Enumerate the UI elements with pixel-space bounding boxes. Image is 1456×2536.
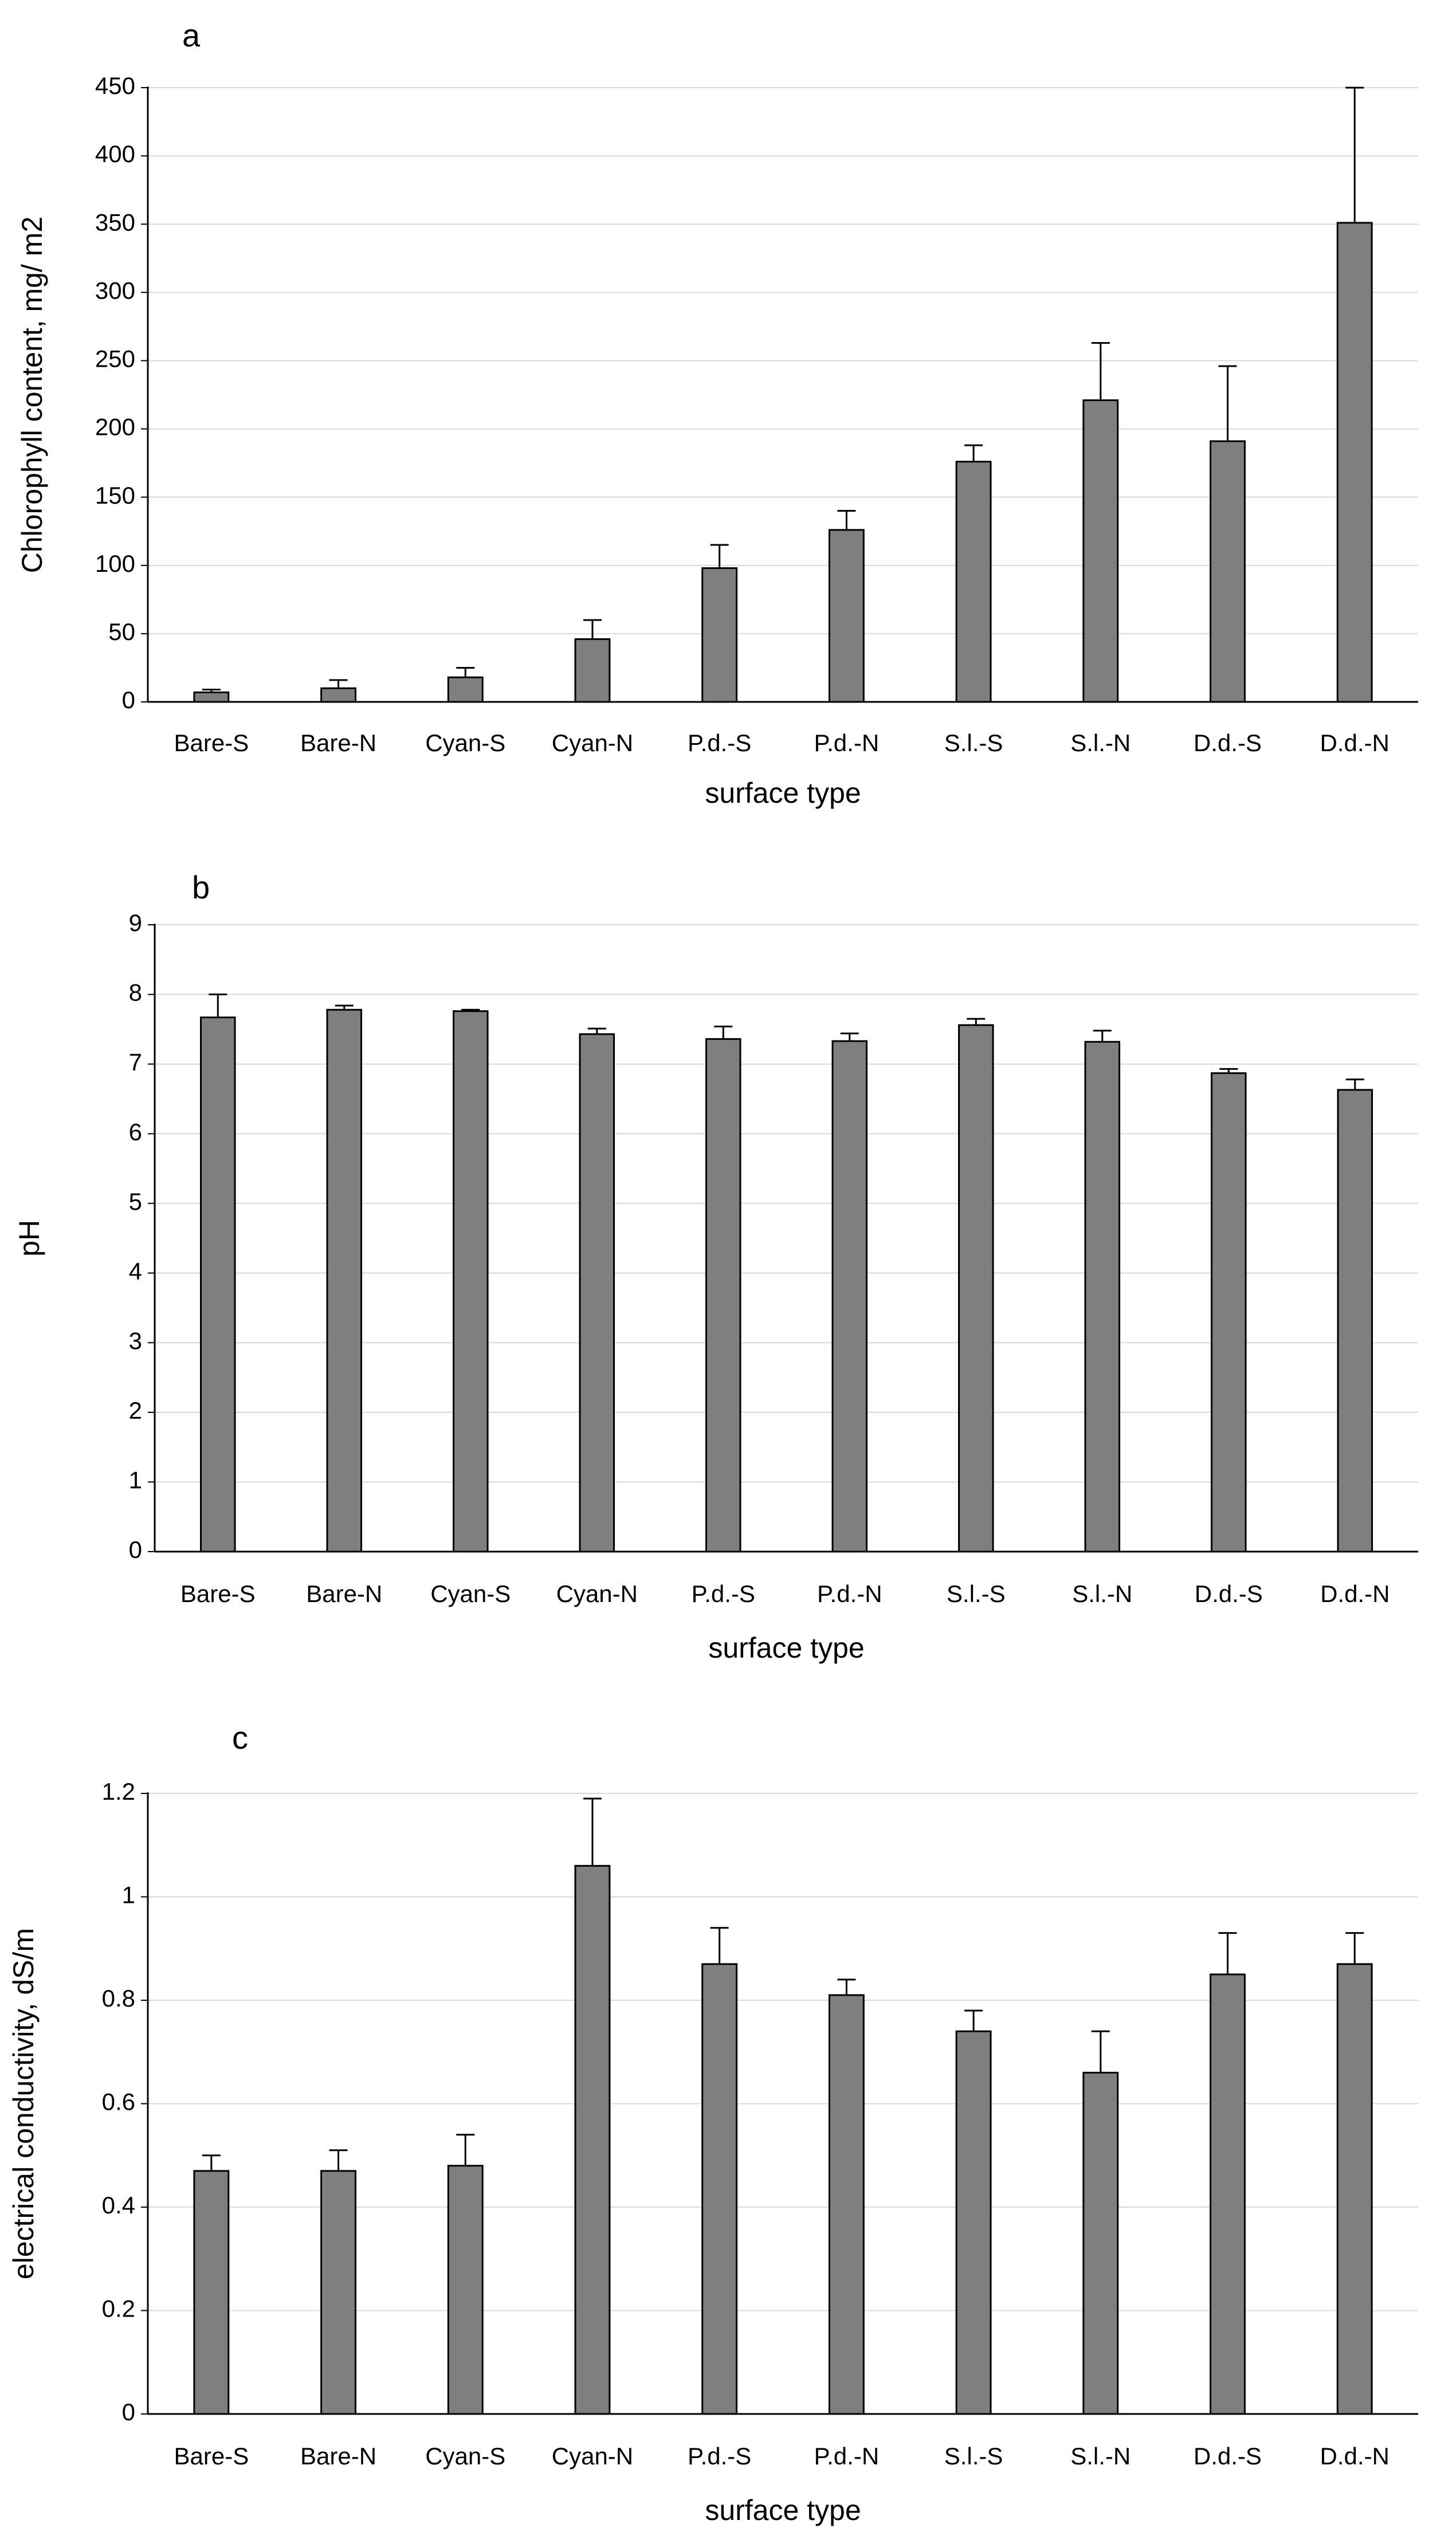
panel-a-x-tick-label: P.d.-N (814, 729, 880, 756)
panel-a-bar (701, 567, 738, 703)
panel-c-bar (447, 2165, 484, 2415)
panel-c-x-tick-label: D.d.-N (1320, 2443, 1389, 2470)
panel-a-bar (574, 638, 611, 703)
panel-a-y-axis-title: Chlorophyll content, mg/ m2 (16, 217, 48, 574)
panel-c-bar (574, 1864, 611, 2415)
panel-b-x-tick-label: D.d.-N (1320, 1580, 1390, 1607)
panel-b-y-tick-label: 5 (129, 1188, 142, 1215)
panel-a-bar (193, 691, 230, 703)
panel-a-y-tick-label: 50 (108, 618, 135, 645)
panel-a-bar (1082, 399, 1119, 703)
panel-c-bar (828, 1994, 865, 2415)
panel-c-y-axis-title: electrical conductivity, dS/m (7, 1928, 40, 2279)
panel-a-y-tick-label: 450 (95, 72, 135, 99)
panel-c-y-tick-label: 0 (122, 2398, 135, 2425)
panel-b-y-tick-label: 3 (129, 1327, 142, 1354)
panel-b-y-tick-label: 7 (129, 1049, 142, 1075)
panel-b-y-tick-label: 9 (129, 909, 142, 936)
panel-c-bar (320, 2170, 356, 2415)
panel-c-y-tick-label: 0.4 (102, 2192, 135, 2219)
panel-c-x-tick-label: D.d.-S (1194, 2443, 1262, 2470)
panel-a-x-tick-label: S.l.-S (944, 729, 1003, 756)
panel-a-y-tick-label: 150 (95, 482, 135, 509)
panel-a-bar (1210, 440, 1246, 703)
panel-a-bar (447, 676, 484, 703)
panel-b-x-tick-label: D.d.-S (1195, 1580, 1263, 1607)
panel-b-y-tick-label: 8 (129, 979, 142, 1006)
panel-c-bar (193, 2170, 230, 2415)
panel-c-y-tick-label: 0.6 (102, 2089, 135, 2115)
panel-b-x-tick-label: S.l.-S (947, 1580, 1006, 1607)
panel-b-y-tick-label: 2 (129, 1397, 142, 1424)
panel-c-x-tick-label: Cyan-S (425, 2443, 505, 2470)
panel-a-y-tick-label: 0 (122, 686, 135, 713)
panel-a-x-tick-label: Bare-N (300, 729, 376, 756)
panel-c-x-tick-label: S.l.-S (944, 2443, 1003, 2470)
panel-c-bar (1210, 1973, 1246, 2415)
panel-a-x-tick-label: D.d.-S (1194, 729, 1262, 756)
panel-c-x-tick-label: P.d.-S (688, 2443, 751, 2470)
panel-b-y-axis-title: pH (13, 1220, 45, 1257)
panel-a-x-tick-label: Cyan-S (425, 729, 505, 756)
panel-a-letter: a (182, 17, 201, 53)
panel-a-bar (828, 529, 865, 703)
panel-b-bar (831, 1040, 868, 1553)
panel-b-bar (957, 1024, 994, 1553)
panel-c-x-tick-label: Bare-N (300, 2443, 376, 2470)
panel-a-y-tick-label: 400 (95, 140, 135, 167)
panel-a-x-tick-label: S.l.-N (1070, 729, 1131, 756)
panel-a-y-tick-label: 100 (95, 550, 135, 577)
panel-c-x-tick-label: P.d.-N (814, 2443, 880, 2470)
panel-b-x-tick-label: S.l.-N (1072, 1580, 1132, 1607)
panel-c-y-tick-label: 0.8 (102, 1985, 135, 2012)
panel-a-y-tick-label: 250 (95, 346, 135, 372)
panel-a-bar (1336, 222, 1373, 703)
panel-c-y-tick-label: 1.2 (102, 1778, 135, 1805)
panel-a-y-tick-label: 300 (95, 277, 135, 304)
panel-a-bar (320, 687, 356, 703)
panel-b-bar (1084, 1041, 1121, 1553)
panel-b-y-tick-label: 0 (129, 1536, 142, 1563)
panel-c-letter: c (232, 1720, 248, 1756)
panel-b-bar (326, 1008, 363, 1553)
panel-c-y-tick-label: 1 (122, 1882, 135, 1909)
panel-a-y-tick-label: 350 (95, 209, 135, 235)
panel-a-x-tick-label: Bare-S (174, 729, 249, 756)
panel-c-bar (701, 1963, 738, 2415)
panel-b-bar (579, 1033, 615, 1553)
panel-c-x-tick-label: S.l.-N (1070, 2443, 1131, 2470)
panel-b-x-tick-label: P.d.-S (692, 1580, 755, 1607)
panel-b-y-tick-label: 1 (129, 1467, 142, 1494)
panel-a-x-tick-label: D.d.-N (1320, 729, 1389, 756)
panel-a-x-axis-title: surface type (705, 777, 861, 809)
panel-a-y-tick-label: 200 (95, 414, 135, 441)
panel-c-bar (1082, 2071, 1119, 2415)
panel-b-y-tick-label: 4 (129, 1258, 142, 1285)
panel-b-bar (452, 1010, 489, 1553)
panel-c-x-axis-title: surface type (705, 2494, 861, 2526)
panel-a-x-tick-label: Cyan-N (552, 729, 633, 756)
panel-b-letter: b (192, 869, 210, 905)
panel-b-x-tick-label: Cyan-S (430, 1580, 511, 1607)
panel-c-y-tick-label: 0.2 (102, 2295, 135, 2322)
panel-c-bar (955, 2030, 992, 2415)
panel-b-x-tick-label: P.d.-N (817, 1580, 882, 1607)
panel-c-x-tick-label: Bare-S (174, 2443, 249, 2470)
panel-b-bar (705, 1038, 741, 1553)
panel-c-x-tick-label: Cyan-N (552, 2443, 633, 2470)
panel-b-x-tick-label: Bare-S (180, 1580, 256, 1607)
panel-b-bar (1210, 1072, 1247, 1553)
panel-a-x-tick-label: P.d.-S (688, 729, 751, 756)
panel-c-bar (1336, 1963, 1373, 2415)
panel-b-y-tick-label: 6 (129, 1118, 142, 1145)
panel-a-bar (955, 461, 992, 703)
panel-b-bar (199, 1016, 236, 1553)
panel-b-x-axis-title: surface type (708, 1632, 864, 1664)
panel-b-bar (1337, 1089, 1373, 1553)
panel-b-x-tick-label: Bare-N (306, 1580, 382, 1607)
panel-b-x-tick-label: Cyan-N (556, 1580, 638, 1607)
